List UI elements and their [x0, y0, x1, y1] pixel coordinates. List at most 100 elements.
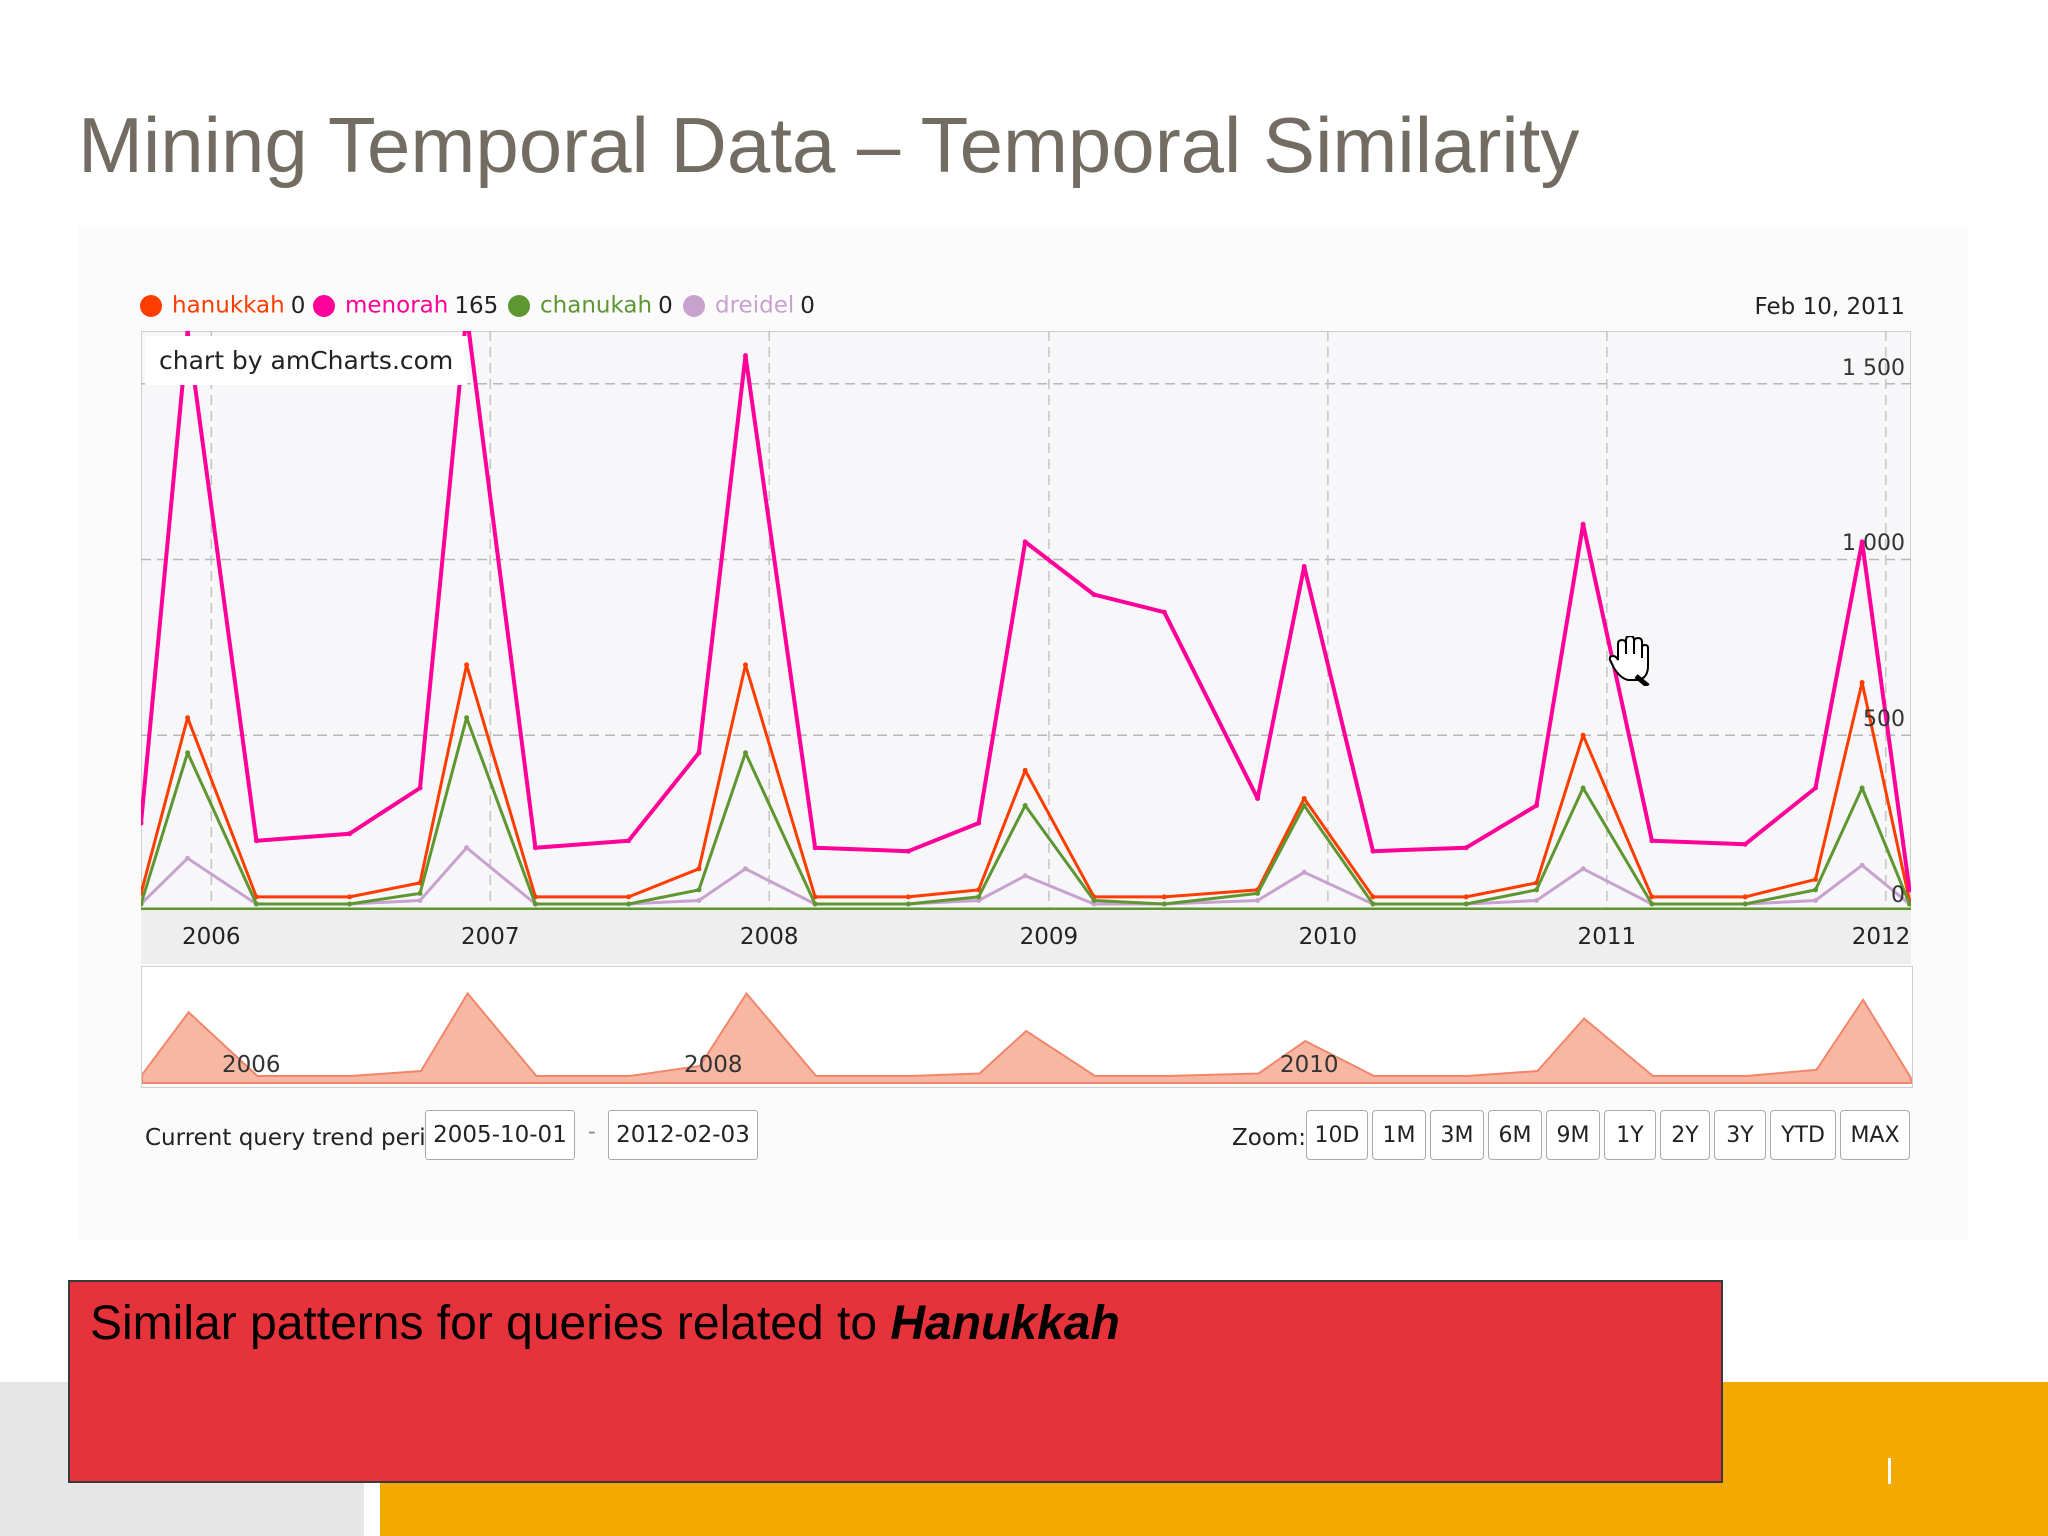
- data-point-chanukah: [1580, 785, 1586, 791]
- plot-background: [141, 331, 1911, 911]
- legend-dot-hanukkah: [140, 294, 162, 317]
- data-point-hanukkah: [1649, 894, 1655, 900]
- data-point-hanukkah: [1022, 767, 1028, 773]
- data-point-hanukkah: [1301, 796, 1307, 801]
- chart-credit[interactable]: chart by amCharts.com: [145, 336, 468, 385]
- data-point-hanukkah: [1859, 680, 1865, 685]
- legend-value-menorah: 165: [454, 292, 499, 319]
- data-point-dreidel: [464, 845, 470, 851]
- data-point-dreidel: [1091, 901, 1097, 907]
- data-point-dreidel: [743, 866, 748, 872]
- data-point-chanukah: [1463, 901, 1469, 907]
- data-point-hanukkah: [696, 866, 702, 872]
- data-point-menorah: [1534, 803, 1539, 808]
- x-tick-label: 2006: [182, 924, 241, 950]
- period-label: Current query trend period:: [145, 1125, 463, 1151]
- data-point-menorah: [253, 838, 259, 844]
- data-point-chanukah: [1813, 887, 1818, 893]
- x-tick-label: 2010: [1298, 924, 1358, 950]
- data-point-chanukah: [1859, 785, 1865, 791]
- data-point-chanukah: [696, 887, 702, 893]
- series-layer: [141, 331, 1911, 907]
- legend-item-menorah[interactable]: menorah 165: [313, 292, 498, 322]
- footer-mark: [1888, 1458, 1891, 1484]
- y-tick-label: 500: [1863, 707, 1905, 733]
- zoom-1m-button[interactable]: 1M: [1372, 1110, 1426, 1160]
- data-point-hanukkah: [1370, 894, 1376, 900]
- data-point-chanukah: [417, 890, 423, 896]
- navigator-scroller[interactable]: [141, 966, 1914, 1088]
- zoom-10d-button[interactable]: 10D: [1306, 1110, 1368, 1160]
- data-point-menorah: [1161, 609, 1167, 615]
- navigator-chart: [141, 991, 1914, 1084]
- data-point-chanukah: [1255, 890, 1261, 896]
- callout-text: Similar patterns for queries related to …: [90, 1296, 1120, 1351]
- data-point-dreidel: [1022, 873, 1028, 879]
- data-point-dreidel: [185, 855, 191, 861]
- callout-box: Similar patterns for queries related to …: [68, 1280, 1723, 1483]
- zoom-3y-button[interactable]: 3Y: [1714, 1110, 1766, 1160]
- data-point-hanukkah: [743, 662, 748, 668]
- start-date-field[interactable]: 2005-10-01: [425, 1110, 575, 1160]
- legend-item-dreidel[interactable]: dreidel 0: [683, 292, 815, 322]
- data-point-dreidel: [1859, 862, 1865, 868]
- x-tick-label: 2011: [1577, 924, 1637, 950]
- end-date-field[interactable]: 2012-02-03: [608, 1110, 758, 1160]
- data-point-menorah: [743, 353, 748, 359]
- data-point-hanukkah: [1813, 876, 1818, 882]
- zoom-ytd-button[interactable]: YTD: [1770, 1110, 1836, 1160]
- data-point-menorah: [905, 848, 911, 854]
- data-point-menorah: [626, 838, 632, 844]
- data-point-chanukah: [1301, 803, 1307, 808]
- data-point-menorah: [696, 750, 702, 756]
- data-point-menorah: [1370, 848, 1376, 854]
- zoom-1y-button[interactable]: 1Y: [1604, 1110, 1656, 1160]
- data-point-dreidel: [696, 898, 702, 903]
- legend-item-hanukkah[interactable]: hanukkah 0: [140, 292, 305, 322]
- data-point-menorah: [347, 831, 353, 837]
- data-point-chanukah: [1534, 887, 1539, 893]
- data-point-menorah: [141, 820, 144, 826]
- data-point-dreidel: [417, 898, 423, 903]
- data-point-menorah: [1463, 845, 1469, 851]
- data-point-chanukah: [347, 901, 353, 907]
- data-point-chanukah: [1022, 803, 1028, 808]
- data-point-dreidel: [976, 898, 982, 903]
- data-point-menorah: [1022, 539, 1028, 545]
- data-point-hanukkah: [185, 715, 191, 721]
- legend-dot-menorah: [313, 294, 335, 317]
- data-point-hanukkah: [1161, 894, 1167, 900]
- data-point-chanukah: [253, 901, 259, 907]
- legend-label-dreidel: dreidel: [715, 292, 795, 319]
- data-point-menorah: [1859, 539, 1865, 545]
- callout-emphasis: Hanukkah: [890, 1297, 1120, 1350]
- data-point-dreidel: [1301, 869, 1307, 875]
- zoom-3m-button[interactable]: 3M: [1430, 1110, 1484, 1160]
- data-point-hanukkah: [1463, 894, 1469, 900]
- data-point-chanukah: [532, 901, 538, 907]
- zoom-2y-button[interactable]: 2Y: [1660, 1110, 1710, 1160]
- data-point-chanukah: [976, 894, 982, 900]
- legend-label-menorah: menorah: [345, 292, 449, 319]
- data-point-chanukah: [1370, 901, 1376, 907]
- x-axis-band: [141, 910, 1911, 964]
- data-point-menorah: [532, 845, 538, 851]
- data-point-menorah: [1907, 887, 1911, 893]
- data-point-dreidel: [1813, 898, 1818, 903]
- data-point-menorah: [1813, 785, 1818, 791]
- legend-item-chanukah[interactable]: chanukah 0: [508, 292, 673, 322]
- legend-value-hanukkah: 0: [290, 292, 306, 319]
- data-point-menorah: [185, 331, 191, 334]
- data-point-menorah: [1742, 841, 1748, 847]
- zoom-max-button[interactable]: MAX: [1840, 1110, 1910, 1160]
- zoom-6m-button[interactable]: 6M: [1488, 1110, 1542, 1160]
- zoom-label: Zoom:: [1232, 1125, 1307, 1151]
- data-point-chanukah: [1649, 901, 1655, 907]
- trend-plot[interactable]: [141, 331, 1911, 911]
- data-point-chanukah: [626, 901, 632, 907]
- zoom-9m-button[interactable]: 9M: [1546, 1110, 1600, 1160]
- navigator-area: [141, 991, 1914, 1084]
- x-tick-label: 2007: [460, 924, 520, 950]
- data-point-menorah: [1580, 521, 1586, 527]
- data-point-chanukah: [1907, 901, 1911, 907]
